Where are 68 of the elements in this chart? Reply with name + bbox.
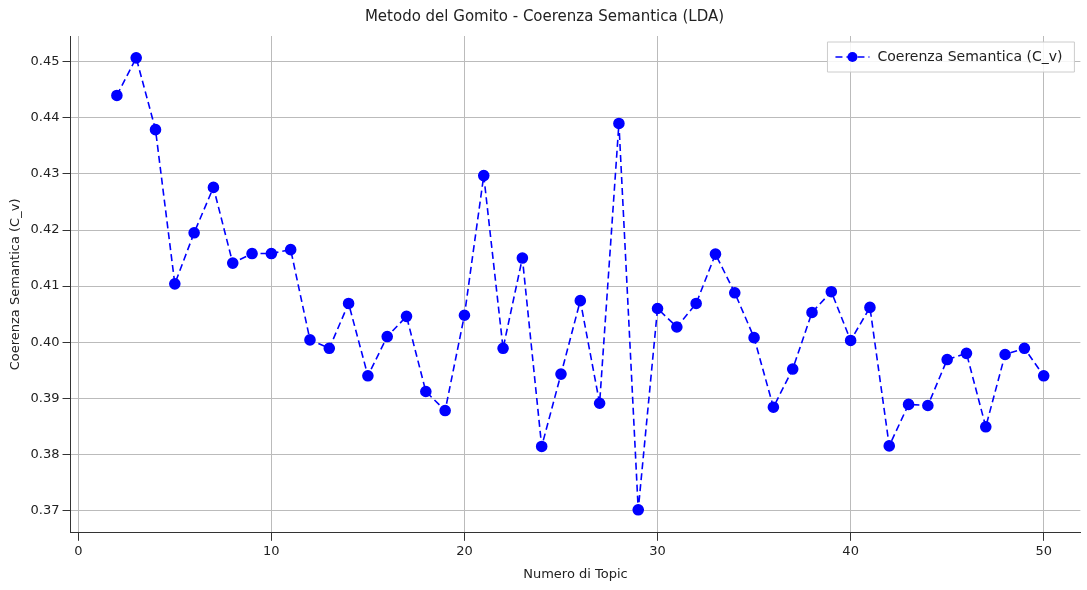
y-tick-label: 0.38 <box>30 445 60 461</box>
point <box>284 243 297 256</box>
point <box>806 306 818 319</box>
point <box>458 309 471 322</box>
point <box>265 247 278 260</box>
y-tick-label: 0.39 <box>30 389 60 405</box>
point <box>786 363 799 375</box>
point <box>767 401 780 413</box>
point <box>497 342 509 355</box>
x-tick-label: 0 <box>74 542 83 558</box>
point <box>439 404 451 417</box>
point <box>671 321 683 333</box>
chart-title: Metodo del Gomito - Coerenza Semantica (LDA) <box>364 6 725 25</box>
x-tick-label: 50 <box>1035 542 1052 558</box>
y-tick-label: 0.43 <box>30 165 60 181</box>
point <box>690 297 702 310</box>
legend-label: Coerenza Semantica (C_v) <box>877 47 1063 64</box>
point <box>999 348 1011 361</box>
point <box>960 347 973 360</box>
point <box>728 287 741 299</box>
point <box>323 342 336 355</box>
point <box>979 421 992 433</box>
point <box>535 440 548 453</box>
y-tick-label: 0.45 <box>30 53 60 69</box>
point <box>130 52 142 64</box>
point <box>613 117 625 130</box>
y-tick-label: 0.37 <box>30 501 60 517</box>
point <box>864 301 876 314</box>
point <box>748 331 760 344</box>
point <box>516 252 529 264</box>
x-tick-label: 30 <box>649 542 666 558</box>
y-tick-label: 0.41 <box>30 277 60 293</box>
point <box>226 257 239 269</box>
point <box>207 181 220 194</box>
point <box>381 330 394 343</box>
point <box>651 302 664 315</box>
x-tick-label: 10 <box>263 542 280 558</box>
x-axis-title: Numero di Topic <box>523 565 628 581</box>
x-tick-label: 40 <box>842 542 859 558</box>
point <box>922 399 934 412</box>
point <box>304 334 316 346</box>
point <box>342 297 355 310</box>
point <box>555 368 567 380</box>
point <box>709 248 722 260</box>
point <box>1018 342 1031 355</box>
point <box>246 247 258 260</box>
y-tick-label: 0.40 <box>30 333 60 349</box>
y-axis-title: Coerenza Semantica (C_v) <box>7 198 23 371</box>
point <box>941 353 953 366</box>
point <box>574 294 587 307</box>
point <box>420 385 432 398</box>
x-tick-label: 20 <box>456 542 473 558</box>
point <box>362 370 374 382</box>
point <box>883 440 896 452</box>
point <box>593 397 606 410</box>
point <box>825 285 838 298</box>
y-tick-label: 0.44 <box>30 109 60 125</box>
point <box>477 169 490 182</box>
point <box>188 227 200 239</box>
point <box>400 310 413 323</box>
point <box>111 89 123 102</box>
point <box>844 334 857 347</box>
y-tick-label: 0.42 <box>30 221 60 237</box>
point <box>632 504 645 516</box>
point <box>169 278 181 290</box>
point <box>1037 370 1050 382</box>
point <box>902 398 915 411</box>
point <box>149 123 162 136</box>
